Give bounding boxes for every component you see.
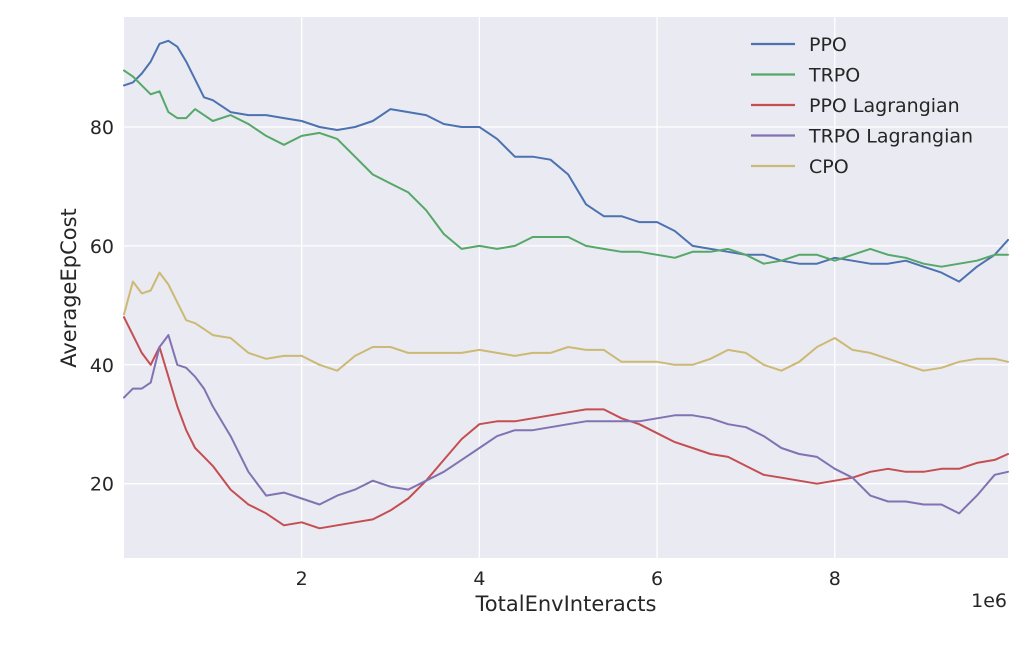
y-axis-label: AverageEpCost: [57, 208, 81, 368]
x-axis-offset-label: 1e6: [971, 590, 1007, 612]
x-tick-label: 6: [651, 568, 663, 590]
legend-label: TRPO Lagrangian: [808, 126, 973, 148]
x-tick-label: 2: [296, 568, 308, 590]
series-lines: [123, 39, 1009, 530]
legend-label: TRPO: [808, 65, 860, 87]
series-line-0: [123, 39, 1009, 283]
series-line-4: [123, 271, 1009, 372]
legend-label: CPO: [809, 156, 849, 178]
y-tick-label: 20: [90, 474, 114, 496]
y-tick-label: 80: [90, 117, 114, 139]
series-line-3: [123, 334, 1009, 515]
legend-label: PPO Lagrangian: [809, 95, 960, 117]
y-axis-ticks: 20 40 60 80: [90, 117, 114, 496]
y-tick-label: 40: [90, 355, 114, 377]
x-axis-label: TotalEnvInteracts: [475, 592, 657, 616]
series-line-2: [123, 316, 1009, 530]
y-tick-label: 60: [90, 236, 114, 258]
x-axis-ticks: 2 4 6 8: [296, 568, 841, 590]
x-tick-label: 4: [473, 568, 485, 590]
legend: PPO TRPO PPO Lagrangian TRPO Lagrangian CPO: [751, 34, 973, 178]
plot-area: [124, 17, 1008, 558]
legend-label: PPO: [809, 34, 847, 56]
series-line-1: [123, 69, 1009, 268]
grid-lines: [124, 17, 1008, 558]
x-tick-label: 8: [829, 568, 841, 590]
